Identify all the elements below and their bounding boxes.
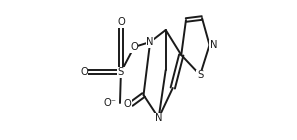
Text: O: O — [124, 99, 131, 109]
Text: O: O — [130, 42, 138, 52]
Text: S: S — [197, 70, 203, 80]
Text: N: N — [210, 40, 217, 50]
Text: O: O — [117, 17, 125, 27]
Text: O: O — [80, 67, 88, 77]
Text: N: N — [155, 113, 162, 123]
Text: S: S — [118, 67, 124, 77]
Text: O⁻: O⁻ — [104, 98, 117, 108]
Text: N: N — [146, 37, 154, 47]
